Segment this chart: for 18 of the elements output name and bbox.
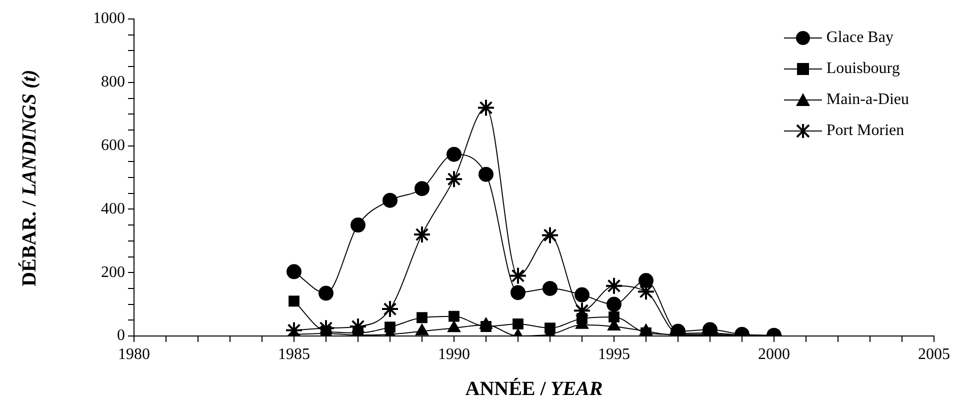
legend-label: Louisbourg xyxy=(826,60,900,78)
y-tick-label: 400 xyxy=(101,200,125,218)
legend-label: Glace Bay xyxy=(826,28,894,46)
y-tick-label: 600 xyxy=(101,137,125,154)
y-tick-label: 200 xyxy=(101,264,125,281)
x-tick-label: 2005 xyxy=(918,346,950,363)
legend-label: Main-a-Dieu xyxy=(826,90,909,108)
x-tick-label: 1980 xyxy=(118,346,150,363)
x-tick-label: 1995 xyxy=(598,346,630,363)
y-axis-title: DÉBAR. / LANDINGS (t) xyxy=(18,69,40,286)
y-tick-label: 0 xyxy=(117,327,125,344)
legend-label: Port Morien xyxy=(826,122,904,140)
x-tick-label: 2000 xyxy=(758,346,790,363)
x-axis-title: ANNÉE / YEAR xyxy=(465,378,603,400)
y-tick-label: 1000 xyxy=(93,10,125,28)
y-tick-label: 800 xyxy=(101,74,125,91)
x-tick-label: 1985 xyxy=(278,346,310,363)
x-tick-label: 1990 xyxy=(438,346,470,363)
